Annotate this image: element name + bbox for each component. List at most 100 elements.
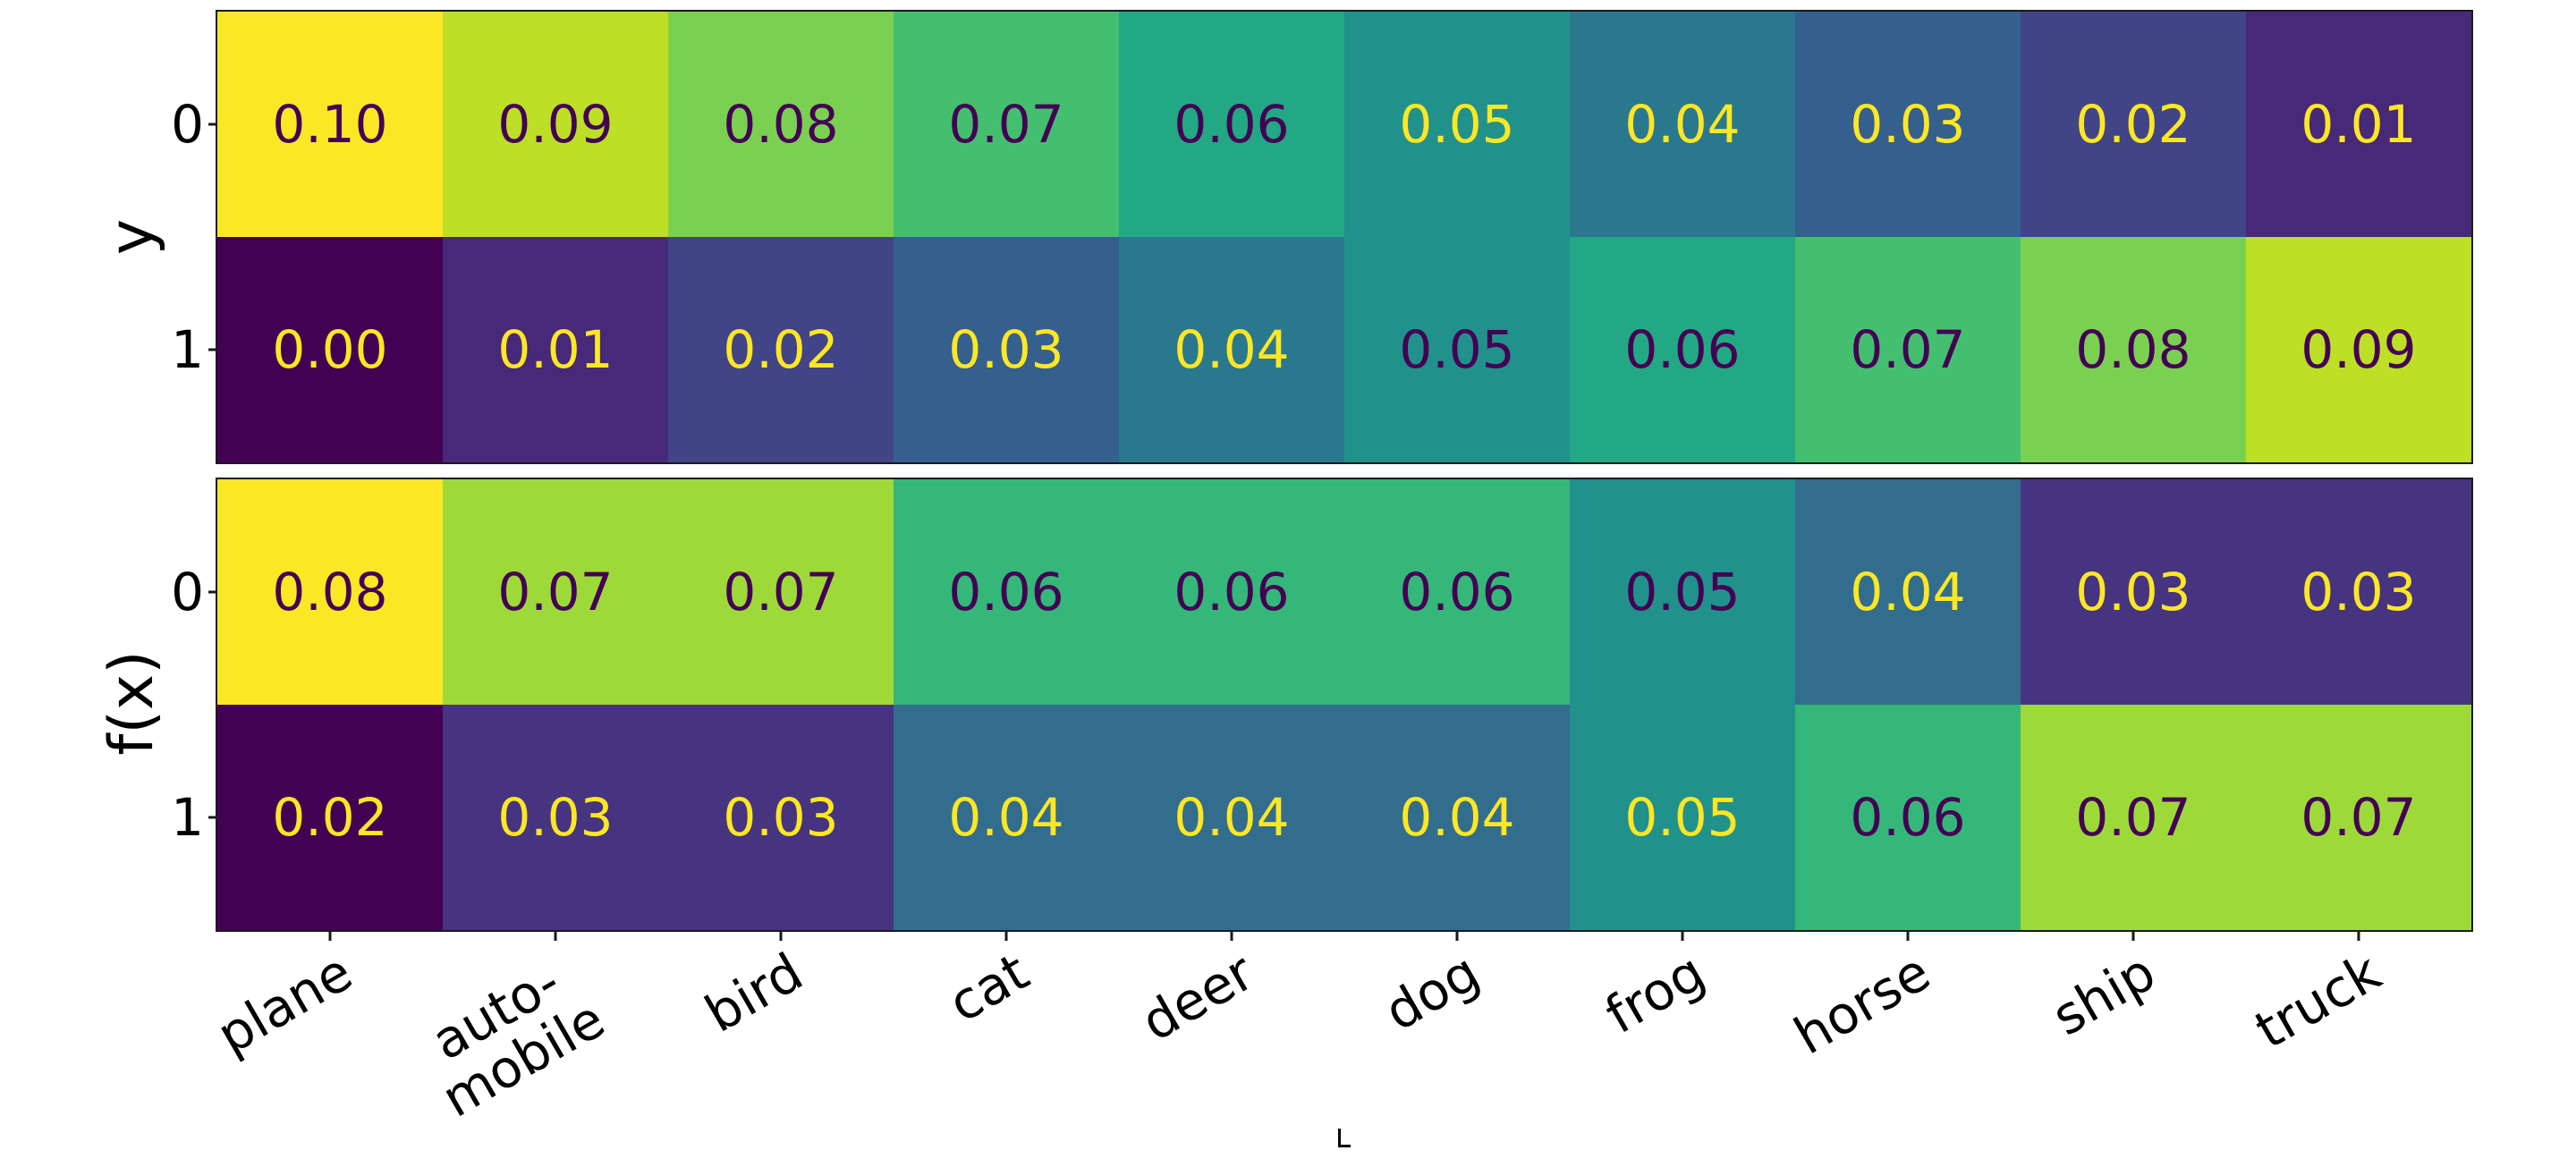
cell-value-label: 0.00 — [272, 319, 388, 380]
heatmap-cell: 0.08 — [2021, 237, 2246, 462]
x-tick-label-line: frog — [1595, 941, 1715, 1046]
x-tick-mark — [1681, 932, 1684, 941]
heatmap-cell: 0.07 — [1795, 237, 2021, 462]
cell-value-label: 0.02 — [723, 319, 839, 380]
x-tick-label-bird: bird — [696, 942, 813, 1045]
y-tick-mark — [208, 816, 216, 819]
heatmap-cell: 0.04 — [894, 705, 1119, 930]
y-tick-label: 1 — [171, 787, 204, 848]
cell-value-label: 0.03 — [2075, 562, 2191, 622]
heatmap-cell: 0.08 — [668, 12, 894, 237]
x-tick-mark — [1004, 932, 1008, 941]
cell-value-label: 0.04 — [1850, 562, 1966, 622]
cell-value-label: 0.08 — [723, 94, 839, 155]
x-tick-mark — [779, 932, 783, 941]
cell-value-label: 0.02 — [272, 787, 388, 848]
heatmap-cell: 0.09 — [443, 12, 668, 237]
x-tick-label-frog: frog — [1595, 941, 1715, 1046]
cell-value-label: 0.01 — [497, 319, 614, 380]
y-tick-label: 1 — [171, 319, 204, 380]
heatmap-cell: 0.10 — [217, 12, 443, 237]
cell-value-label: 0.05 — [1399, 319, 1515, 380]
cell-value-label: 0.08 — [272, 562, 388, 622]
heatmap-y-grid: 0.10 0.09 0.08 0.07 0.06 0.05 0.04 0.03 0.02 0.01… — [217, 12, 2471, 462]
heatmap-y: 0.10 0.09 0.08 0.07 0.06 0.05 0.04 0.03 0.02 0.01… — [216, 10, 2473, 464]
heatmap-cell: 0.03 — [1795, 12, 2021, 237]
x-tick-label-ship: ship — [2042, 942, 2165, 1048]
heatmap-cell: 0.05 — [1570, 705, 1795, 930]
heatmap-cell: 0.06 — [1795, 705, 2021, 930]
heatmap-cell: 0.05 — [1570, 479, 1795, 705]
x-tick-mark — [1455, 932, 1459, 941]
heatmap-cell: 0.02 — [217, 705, 443, 930]
y-tick-mark — [208, 123, 216, 126]
heatmap-cell: 0.03 — [2246, 479, 2471, 705]
cell-value-label: 0.04 — [1174, 319, 1290, 380]
x-tick-label-line: deer — [1131, 941, 1264, 1053]
heatmap-cell: 0.07 — [668, 479, 894, 705]
heatmap-cell: 0.02 — [668, 237, 894, 462]
x-tick-label-plane: plane — [207, 941, 362, 1066]
x-tick-label-truck: truck — [2245, 942, 2391, 1061]
heatmap-cell: 0.00 — [217, 237, 443, 462]
cell-value-label: 0.07 — [497, 562, 614, 622]
x-tick-mark — [2131, 932, 2135, 941]
heatmap-cell: 0.04 — [1119, 237, 1344, 462]
heatmap-cell: 0.03 — [894, 237, 1119, 462]
cell-value-label: 0.07 — [1850, 319, 1966, 380]
cell-value-label: 0.07 — [723, 562, 839, 622]
heatmap-cell: 0.03 — [668, 705, 894, 930]
heatmap-cell: 0.06 — [1344, 479, 1570, 705]
heatmap-cell: 0.01 — [2246, 12, 2471, 237]
y-tick-label: 0 — [171, 562, 204, 622]
y-tick-mark — [208, 590, 216, 594]
cell-value-label: 0.07 — [2075, 787, 2191, 848]
cell-value-label: 0.02 — [2075, 94, 2191, 155]
heatmap-cell: 0.04 — [1570, 12, 1795, 237]
heatmap-cell: 0.07 — [894, 12, 1119, 237]
heatmap-cell: 0.04 — [1119, 705, 1344, 930]
heatmap-cell: 0.03 — [443, 705, 668, 930]
heatmap-cell: 0.01 — [443, 237, 668, 462]
heatmap-cell: 0.03 — [2021, 479, 2246, 705]
cell-value-label: 0.03 — [948, 319, 1064, 380]
x-tick-label-line: dog — [1374, 941, 1489, 1043]
x-tick-label-line: plane — [207, 941, 362, 1066]
heatmap-cell: 0.08 — [217, 479, 443, 705]
cell-value-label: 0.06 — [948, 562, 1064, 622]
x-tick-label-auto: auto-mobile — [407, 944, 615, 1129]
heatmap-cell: 0.05 — [1344, 237, 1570, 462]
cell-value-label: 0.10 — [272, 94, 388, 155]
cell-value-label: 0.08 — [2075, 319, 2191, 380]
cell-value-label: 0.05 — [1624, 787, 1741, 848]
heatmap-cell: 0.06 — [1570, 237, 1795, 462]
x-tick-mark — [328, 932, 332, 941]
x-tick-label-dog: dog — [1374, 941, 1489, 1043]
x-tick-label-line: horse — [1784, 941, 1940, 1067]
heatmap-fx: 0.08 0.07 0.07 0.06 0.06 0.06 0.05 0.04 0.03 0.03… — [216, 478, 2473, 932]
cell-value-label: 0.01 — [2301, 94, 2417, 155]
heatmap-cell: 0.09 — [2246, 237, 2471, 462]
stray-mark — [1338, 1129, 1351, 1147]
y-tick-label: 0 — [171, 94, 204, 155]
heatmap-cell: 0.02 — [2021, 12, 2246, 237]
heatmap-fx-grid: 0.08 0.07 0.07 0.06 0.06 0.06 0.05 0.04 0.03 0.03… — [217, 479, 2471, 930]
y-tick-mark — [208, 348, 216, 351]
cell-value-label: 0.09 — [2301, 319, 2417, 380]
heatmap-cell: 0.06 — [1119, 12, 1344, 237]
heatmap-cell: 0.07 — [2021, 705, 2246, 930]
cell-value-label: 0.06 — [1174, 94, 1290, 155]
x-tick-label-line: cat — [937, 941, 1038, 1035]
cell-value-label: 0.06 — [1624, 319, 1741, 380]
x-tick-label-cat: cat — [937, 941, 1038, 1035]
x-tick-mark — [1906, 932, 1910, 941]
cell-value-label: 0.04 — [1174, 787, 1290, 848]
heatmap-cell: 0.06 — [1119, 479, 1344, 705]
x-tick-label-deer: deer — [1131, 941, 1264, 1053]
heatmap-cell: 0.04 — [1795, 479, 2021, 705]
cell-value-label: 0.05 — [1624, 562, 1741, 622]
cell-value-label: 0.03 — [2301, 562, 2417, 622]
cell-value-label: 0.03 — [723, 787, 839, 848]
cell-value-label: 0.03 — [1850, 94, 1966, 155]
